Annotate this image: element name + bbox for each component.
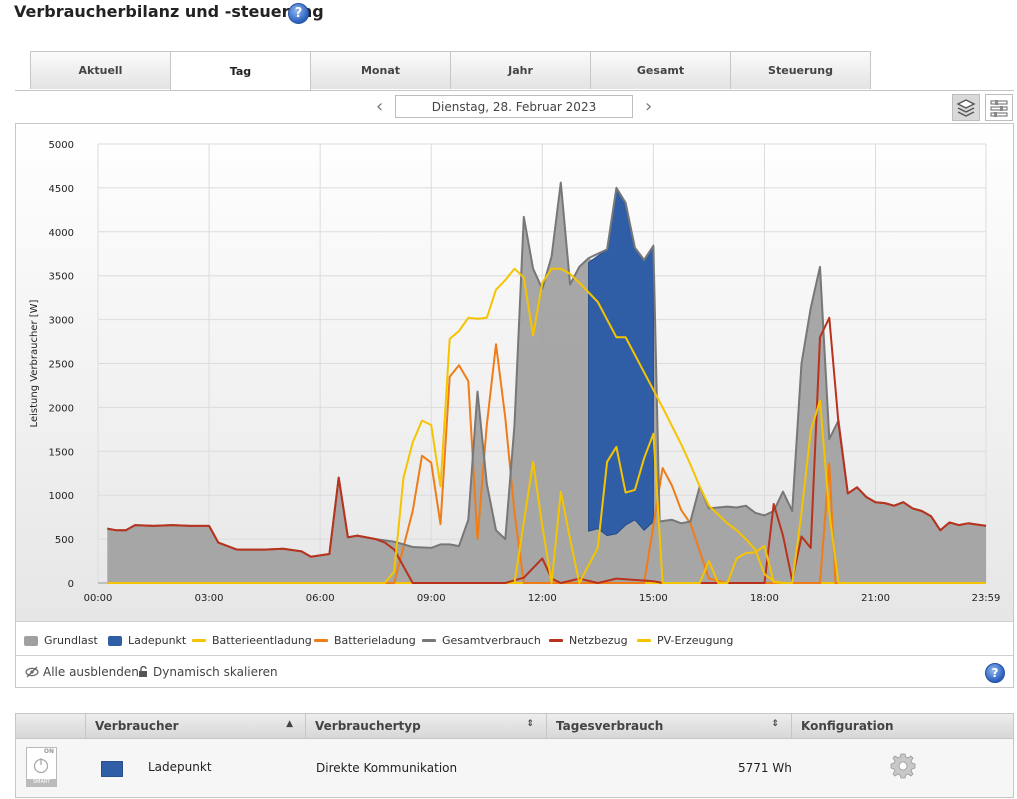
tab-aktuell[interactable]: Aktuell — [30, 51, 171, 89]
hide-all-label: Alle ausblenden — [43, 665, 139, 679]
sort-icon: ⇕ — [526, 719, 534, 729]
date-field[interactable]: Dienstag, 28. Februar 2023 — [395, 95, 633, 118]
smart-on-badge: ON SMART — [26, 747, 57, 787]
page-title: Verbraucherbilanz und -steuerung — [14, 2, 324, 21]
legend-symbol — [24, 635, 38, 646]
table-header: Verbraucher ▲ Verbrauchertyp ⇕ Tagesverb… — [16, 714, 1013, 739]
x-tick-label: 21:00 — [861, 593, 890, 604]
header-verbrauchertyp[interactable]: Verbrauchertyp ⇕ — [306, 714, 547, 738]
consumer-type: Direkte Kommunikation — [316, 761, 458, 775]
legend-symbol — [637, 639, 651, 642]
tab-tag[interactable]: Tag — [170, 51, 311, 91]
legend-item-batterieentladung[interactable]: Batterieentladung — [192, 634, 312, 647]
help-icon[interactable]: ? — [288, 3, 309, 24]
x-tick-label: 00:00 — [84, 593, 113, 604]
series-netzbezug-line — [107, 316, 987, 584]
y-tick-label: 3000 — [49, 316, 74, 327]
y-tick-label: 1500 — [49, 447, 74, 458]
legend-item-pv-erzeugung[interactable]: PV-Erzeugung — [637, 634, 733, 647]
legend-item-batterieladung[interactable]: Batterieladung — [314, 634, 416, 647]
badge-on-label: ON — [43, 748, 54, 755]
tab-gesamt[interactable]: Gesamt — [590, 51, 731, 89]
x-tick-label: 09:00 — [417, 593, 446, 604]
tab-divider — [15, 90, 1014, 91]
consumer-table: Verbraucher ▲ Verbrauchertyp ⇕ Tagesverb… — [15, 713, 1014, 798]
tab-bar: Aktuell Tag Monat Jahr Gesamt Steuerung — [30, 51, 871, 91]
legend-label: Batterieentladung — [212, 634, 312, 647]
header-konfiguration: Konfiguration — [792, 714, 1013, 738]
table-row[interactable]: ON SMART Ladepunkt Direkte Kommunikation… — [16, 739, 1013, 797]
y-tick-label: 4000 — [49, 228, 74, 239]
x-tick-label: 06:00 — [306, 593, 335, 604]
configure-button[interactable] — [889, 752, 917, 783]
help-icon[interactable]: ? — [985, 663, 1005, 683]
unlock-icon — [139, 666, 147, 677]
x-tick-label: 18:00 — [750, 593, 779, 604]
header-verbraucher[interactable]: Verbraucher ▲ — [86, 714, 306, 738]
legend-symbol — [422, 639, 436, 642]
list-settings-icon — [990, 99, 1008, 117]
tab-jahr[interactable]: Jahr — [450, 51, 591, 89]
y-tick-label: 3500 — [49, 272, 74, 283]
hide-all-button[interactable]: Alle ausblenden — [25, 665, 139, 679]
dynamic-scale-button[interactable]: Dynamisch skalieren — [138, 665, 278, 679]
chart-legend: Grundlast Ladepunkt Batterieentladung Batte… — [16, 621, 1013, 656]
series-grundlast-area — [107, 182, 987, 583]
legend-symbol — [192, 639, 206, 642]
header-tagesverbrauch[interactable]: Tagesverbrauch ⇕ — [547, 714, 792, 738]
chart-panel: 0 500 1000 1500 2000 2500 3000 3500 4000 4500 5000… — [15, 123, 1014, 688]
legend-label: Grundlast — [44, 634, 98, 647]
y-tick-label: 0 — [68, 579, 74, 590]
legend-item-ladepunkt[interactable]: Ladepunkt — [108, 634, 186, 647]
chevron-right-icon[interactable]: › — [645, 96, 653, 117]
header-badge-column — [16, 714, 86, 738]
series-ladepunkt-area — [588, 186, 654, 537]
y-tick-label: 500 — [55, 535, 74, 546]
tab-monat[interactable]: Monat — [310, 51, 451, 89]
y-tick-label: 5000 — [49, 140, 74, 151]
daily-consumption: 5771 Wh — [738, 761, 792, 775]
badge-smart-label: SMART — [27, 779, 56, 786]
x-tick-label: 23:59 — [972, 593, 1001, 604]
sort-asc-icon: ▲ — [286, 719, 293, 729]
eye-off-icon — [25, 666, 39, 678]
legend-symbol — [108, 635, 122, 646]
header-label: Verbraucher — [95, 719, 179, 733]
tab-steuerung[interactable]: Steuerung — [730, 51, 871, 89]
list-view-button[interactable] — [985, 94, 1013, 121]
y-axis-label: Leistung Verbraucher [W] — [29, 299, 40, 427]
gear-icon — [890, 753, 916, 779]
x-tick-label: 15:00 — [639, 593, 668, 604]
consumer-name: Ladepunkt — [148, 760, 212, 774]
dynamic-scale-label: Dynamisch skalieren — [153, 665, 278, 679]
legend-item-gesamtverbrauch[interactable]: Gesamtverbrauch — [422, 634, 541, 647]
header-label: Konfiguration — [801, 719, 894, 733]
legend-label: Ladepunkt — [128, 634, 187, 647]
x-tick-label: 03:00 — [195, 593, 224, 604]
x-tick-label: 12:00 — [528, 593, 557, 604]
chevron-left-icon[interactable]: ‹ — [376, 96, 384, 117]
legend-label: Netzbezug — [569, 634, 628, 647]
power-icon — [33, 758, 49, 774]
legend-symbol — [314, 639, 328, 642]
legend-item-grundlast[interactable]: Grundlast — [24, 634, 98, 647]
y-tick-label: 2000 — [49, 403, 74, 414]
header-label: Tagesverbrauch — [556, 719, 664, 733]
y-tick-label: 4500 — [49, 184, 74, 195]
y-tick-label: 1000 — [49, 491, 74, 502]
sort-icon: ⇕ — [771, 719, 779, 729]
legend-label: Batterieladung — [334, 634, 416, 647]
y-tick-label: 2500 — [49, 360, 74, 371]
chart-actions: Alle ausblenden Dynamisch skalieren ? — [16, 655, 1013, 688]
legend-label: PV-Erzeugung — [657, 634, 734, 647]
layers-view-button[interactable] — [952, 94, 980, 121]
power-chart[interactable]: 0 500 1000 1500 2000 2500 3000 3500 4000 4500 5000… — [16, 124, 1013, 621]
consumer-color-swatch — [101, 761, 123, 777]
series-pv-erzeugung-2-line — [513, 432, 784, 584]
legend-item-netzbezug[interactable]: Netzbezug — [549, 634, 628, 647]
legend-symbol — [549, 639, 563, 642]
layers-icon — [956, 98, 976, 117]
header-label: Verbrauchertyp — [315, 719, 421, 733]
legend-label: Gesamtverbrauch — [442, 634, 541, 647]
